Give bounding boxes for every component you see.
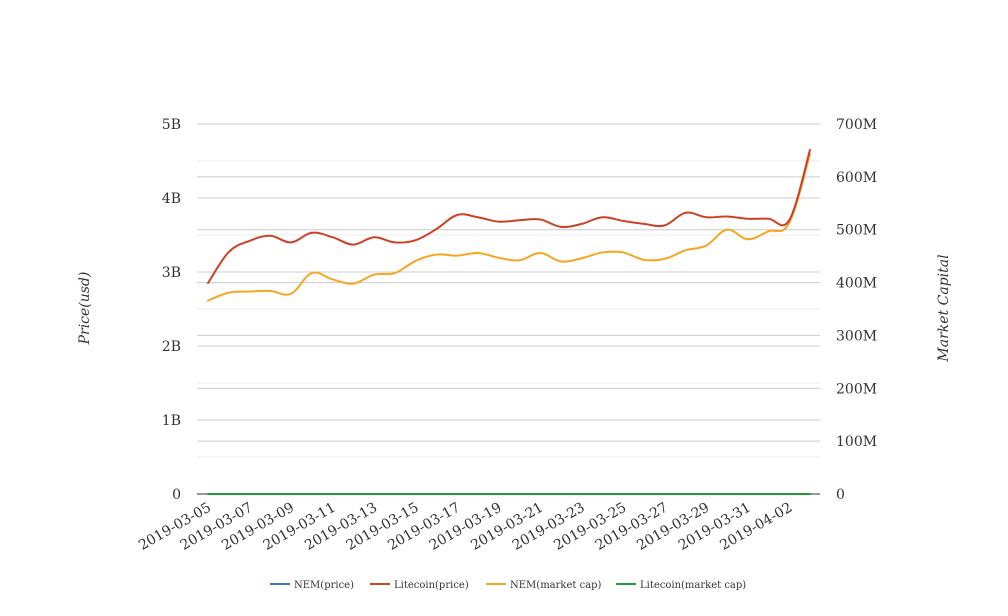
x-axis-ticks: 2019-03-052019-03-072019-03-092019-03-11… [136, 500, 795, 554]
legend-label: Litecoin(price) [394, 580, 469, 591]
left-tick-label: 0 [172, 487, 181, 503]
right-axis-title: Market Capital [936, 254, 952, 362]
right-tick-label: 100M [836, 434, 877, 450]
left-axis-title: Price(usd) [77, 272, 93, 346]
legend-label: NEM(price) [294, 580, 354, 591]
right-tick-label: 300M [836, 328, 877, 344]
right-tick-label: 700M [836, 117, 877, 133]
right-tick-label: 400M [836, 276, 877, 292]
left-tick-label: 2B [162, 339, 181, 355]
legend-label: Litecoin(market cap) [640, 580, 746, 591]
right-tick-label: 500M [836, 223, 877, 239]
left-tick-label: 3B [162, 265, 181, 281]
legend-label: NEM(market cap) [510, 580, 602, 591]
right-tick-label: 600M [836, 170, 877, 186]
left-tick-label: 1B [162, 413, 181, 429]
right-tick-label: 0 [836, 487, 845, 503]
left-tick-label: 4B [162, 191, 181, 207]
series-lines [207, 148, 811, 495]
left-axis-ticks: 0 1B 2B 3B 4B 5B [162, 117, 181, 503]
gridlines [197, 123, 820, 458]
series-line-2 [207, 153, 811, 302]
legend: NEM(price) Litecoin(price) NEM(market cap)… [270, 580, 746, 591]
series-line-1 [207, 148, 811, 285]
left-tick-label: 5B [162, 117, 181, 133]
right-tick-label: 200M [836, 381, 877, 397]
right-axis-ticks: 0 100M 200M 300M 400M 500M 600M 700M [836, 117, 877, 503]
